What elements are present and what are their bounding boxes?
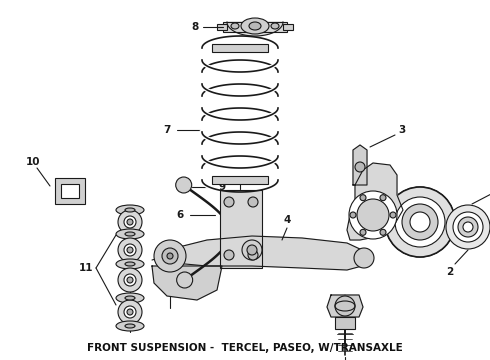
Circle shape [410, 212, 430, 232]
Circle shape [390, 212, 396, 218]
Circle shape [124, 274, 136, 286]
Text: 3: 3 [398, 125, 406, 135]
Circle shape [124, 306, 136, 318]
Circle shape [248, 197, 258, 207]
Bar [212, 44, 268, 52]
Text: 8: 8 [192, 22, 198, 32]
Ellipse shape [116, 205, 144, 215]
Ellipse shape [125, 262, 135, 266]
Text: FRONT SUSPENSION -  TERCEL, PASEO, W/TRANSAXLE: FRONT SUSPENSION - TERCEL, PASEO, W/TRAN… [87, 343, 403, 353]
Polygon shape [152, 266, 222, 300]
Circle shape [360, 229, 366, 235]
Ellipse shape [116, 321, 144, 331]
Circle shape [162, 248, 178, 264]
Text: 4: 4 [283, 215, 291, 225]
Polygon shape [347, 163, 403, 240]
Circle shape [177, 272, 193, 288]
Ellipse shape [125, 324, 135, 328]
Ellipse shape [116, 229, 144, 239]
Ellipse shape [249, 22, 261, 30]
Circle shape [335, 296, 355, 316]
Bar [220, 190, 262, 268]
Ellipse shape [241, 18, 269, 34]
Circle shape [458, 217, 478, 237]
Circle shape [154, 240, 186, 272]
Circle shape [127, 277, 133, 283]
Circle shape [453, 212, 483, 242]
Bar [283, 24, 293, 30]
Circle shape [224, 197, 234, 207]
Text: 10: 10 [26, 157, 40, 167]
Circle shape [127, 219, 133, 225]
Circle shape [380, 229, 386, 235]
Text: 6: 6 [176, 210, 184, 220]
Circle shape [242, 240, 262, 260]
Circle shape [350, 212, 356, 218]
Text: 2: 2 [446, 267, 454, 277]
Circle shape [124, 216, 136, 228]
Circle shape [248, 250, 258, 260]
Circle shape [385, 187, 455, 257]
Ellipse shape [125, 296, 135, 300]
Circle shape [167, 253, 173, 259]
Polygon shape [327, 295, 363, 317]
Text: 9: 9 [218, 182, 225, 192]
Circle shape [354, 248, 374, 268]
Circle shape [402, 204, 438, 240]
Bar [61, 184, 79, 198]
Circle shape [357, 199, 389, 231]
Circle shape [247, 245, 257, 255]
Polygon shape [353, 145, 367, 185]
Polygon shape [227, 22, 283, 36]
Circle shape [118, 268, 142, 292]
Circle shape [355, 162, 365, 172]
Circle shape [395, 197, 445, 247]
Circle shape [118, 210, 142, 234]
Ellipse shape [231, 23, 239, 29]
Circle shape [124, 244, 136, 256]
Circle shape [385, 187, 455, 257]
Polygon shape [167, 236, 362, 270]
Circle shape [380, 195, 386, 201]
Bar [55, 178, 85, 204]
Bar [212, 176, 268, 184]
Ellipse shape [116, 293, 144, 303]
Circle shape [118, 300, 142, 324]
Text: 7: 7 [163, 125, 171, 135]
Bar [223, 22, 287, 32]
Circle shape [360, 195, 366, 201]
Bar [217, 24, 227, 30]
Circle shape [224, 250, 234, 260]
Circle shape [127, 247, 133, 253]
Bar [335, 317, 355, 329]
Text: 11: 11 [79, 263, 93, 273]
Ellipse shape [125, 232, 135, 236]
Ellipse shape [125, 208, 135, 212]
Ellipse shape [116, 259, 144, 269]
Circle shape [349, 191, 397, 239]
Circle shape [118, 238, 142, 262]
Ellipse shape [271, 23, 279, 29]
Circle shape [446, 205, 490, 249]
Circle shape [463, 222, 473, 232]
Circle shape [176, 177, 192, 193]
Circle shape [127, 309, 133, 315]
